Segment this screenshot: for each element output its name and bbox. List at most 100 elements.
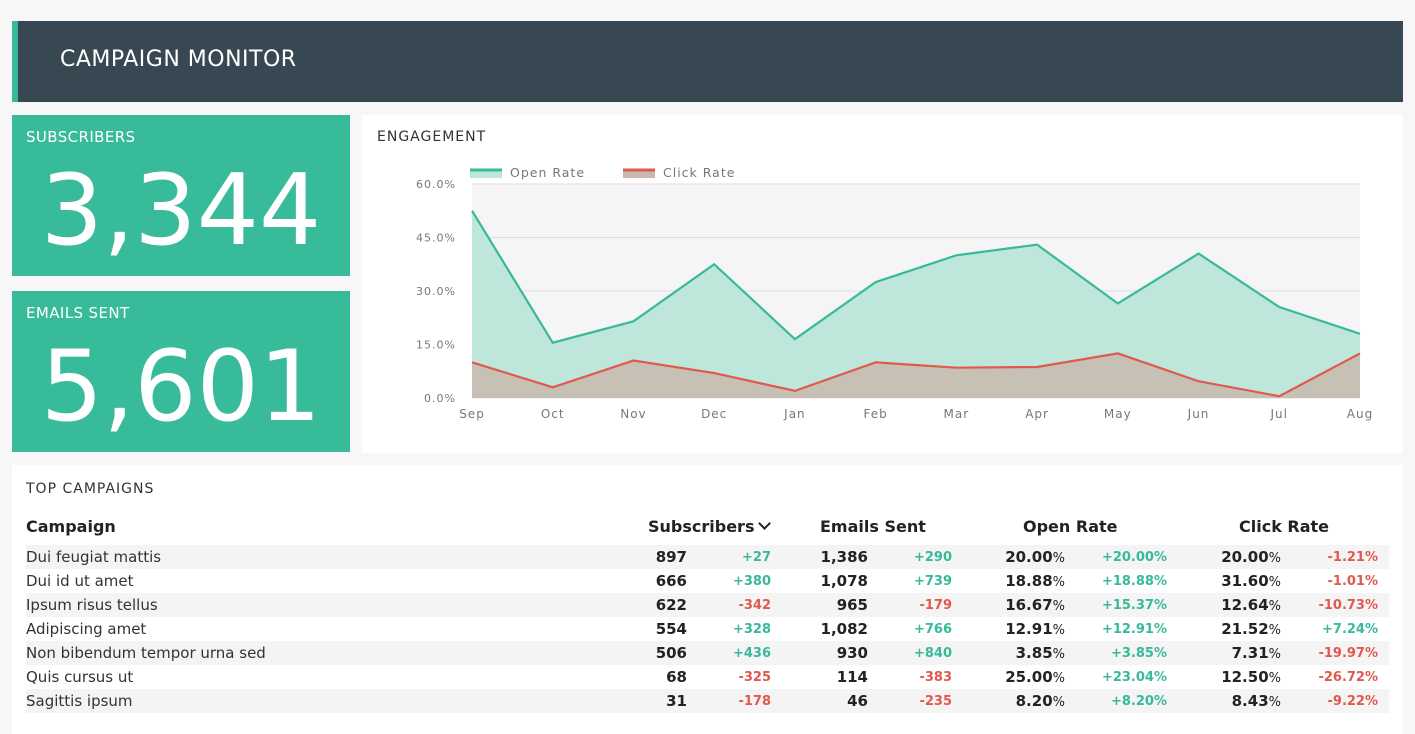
click-number: 8.43 [1231,692,1269,710]
click-value: 21.52% [1221,620,1281,638]
subs-value: 666 [656,572,687,590]
delta-value: +380 [732,574,771,589]
click-number: 12.64 [1221,596,1269,614]
subs-number: 622 [655,596,687,614]
legend-label[interactable]: Click Rate [663,165,735,180]
kpi-emails-sent-label: EMAILS SENT [26,304,130,322]
column-header-subscribers[interactable]: Subscribers [648,517,772,536]
open-number: 25.00 [1005,668,1053,686]
percent-sign: % [1268,551,1281,566]
delta-value: -9.22% [1327,694,1379,709]
delta-value: -342 [738,598,771,613]
sent-value: 1,082 [821,620,868,638]
x-tick-label: Feb [864,407,888,421]
percent-sign: % [1052,647,1065,662]
open-number: 12.91 [1005,620,1053,638]
x-tick-label: Nov [620,407,646,421]
table-row[interactable]: Dui feugiat mattis 897 +27 1,386 +290 20.00% +… [26,545,1389,569]
delta-value: +766 [913,622,952,637]
table-row[interactable]: Dui id ut amet 666 +380 1,078 +739 18.88% +18.… [26,569,1389,593]
top-campaigns-panel: TOP CAMPAIGNS Campaign Subscribers Email… [12,465,1403,734]
delta-value: -325 [738,670,771,685]
subs-value: 506 [656,644,687,662]
click-value: 31.60% [1221,572,1281,590]
legend-swatch[interactable] [470,169,502,178]
table-row[interactable]: Sagittis ipsum 31 -178 46 -235 8.20% +8.20% 8.4… [26,689,1389,713]
delta-value: +3.85% [1111,646,1167,661]
open-value: 3.85% [1016,644,1065,662]
delta-value: +436 [732,646,771,661]
delta-value: -26.72% [1318,670,1378,685]
click-value: 12.64% [1221,596,1281,614]
percent-sign: % [1052,671,1065,686]
delta-value: -383 [919,670,952,685]
column-header-click-rate[interactable]: Click Rate [1239,517,1330,536]
delta-value: -1.21% [1327,550,1379,565]
kpi-subscribers-value: 3,344 [40,154,322,268]
engagement-chart: 0.0% 15.0% 30.0% 45.0% 60.0% Sep Oct Nov Dec Jan F… [416,165,1373,421]
click-number: 31.60 [1221,572,1269,590]
sent-value: 46 [847,692,868,710]
subs-value: 31 [666,692,687,710]
sent-number: 1,386 [820,548,868,566]
open-number: 16.67 [1005,596,1053,614]
campaign-name: Quis cursus ut [26,668,134,686]
legend-label[interactable]: Open Rate [510,165,585,180]
click-number: 21.52 [1221,620,1269,638]
delta-value: +27 [742,550,771,565]
x-tick-label: Dec [701,407,727,421]
click-number: 20.00 [1221,548,1269,566]
delta-value: +328 [732,622,771,637]
kpi-emails-sent: EMAILS SENT 5,601 [12,291,350,452]
campaign-name: Ipsum risus tellus [26,596,158,614]
kpi-subscribers: SUBSCRIBERS 3,344 [12,115,350,276]
column-header-campaign[interactable]: Campaign [26,517,116,536]
legend-swatch[interactable] [623,169,655,178]
y-tick-label: 0.0% [424,392,456,405]
chevron-down-icon[interactable] [758,517,772,530]
table-row[interactable]: Ipsum risus tellus 622 -342 965 -179 16.67% +1… [26,593,1389,617]
dashboard-title: CAMPAIGN MONITOR [60,47,297,72]
click-number: 7.31 [1231,644,1269,662]
campaign-name: Dui id ut amet [26,572,134,590]
click-value: 20.00% [1221,548,1281,566]
delta-value: +840 [913,646,952,661]
percent-sign: % [1052,575,1065,590]
series-line-1 [471,352,1361,398]
subs-value: 68 [666,668,687,686]
kpi-emails-sent-value: 5,601 [40,330,322,444]
column-header-subscribers-label: Subscribers [648,517,755,536]
sent-value: 1,078 [821,572,868,590]
series-area-1 [472,353,1360,398]
percent-sign: % [1052,599,1065,614]
x-tick-label: May [1104,407,1132,421]
sent-value: 930 [837,644,868,662]
delta-value: +23.04% [1101,670,1167,685]
column-header-open-rate[interactable]: Open Rate [1023,517,1118,536]
sent-value: 114 [837,668,868,686]
table-row[interactable]: Non bibendum tempor urna sed 506 +436 930 +8… [26,641,1389,665]
open-number: 8.20 [1015,692,1053,710]
x-tick-label: Aug [1347,407,1373,421]
percent-sign: % [1268,623,1281,638]
table-row[interactable]: Quis cursus ut 68 -325 114 -383 25.00% +23.04%… [26,665,1389,689]
open-value: 12.91% [1005,620,1065,638]
open-value: 8.20% [1016,692,1065,710]
click-number: 12.50 [1221,668,1269,686]
table-row[interactable]: Adipiscing amet 554 +328 1,082 +766 12.91% +12… [26,617,1389,641]
sent-number: 1,082 [820,620,868,638]
open-value: 18.88% [1005,572,1065,590]
subs-number: 897 [655,548,687,566]
delta-value: -235 [919,694,952,709]
y-tick-label: 15.0% [416,339,456,352]
delta-value: +739 [913,574,952,589]
sent-number: 930 [836,644,868,662]
delta-value: +20.00% [1101,550,1167,565]
column-header-emails-sent[interactable]: Emails Sent [820,517,926,536]
delta-value: -178 [738,694,771,709]
delta-value: +12.91% [1101,622,1167,637]
delta-value: -179 [919,598,952,613]
delta-value: +290 [913,550,952,565]
y-tick-label: 30.0% [416,285,456,298]
percent-sign: % [1052,695,1065,710]
